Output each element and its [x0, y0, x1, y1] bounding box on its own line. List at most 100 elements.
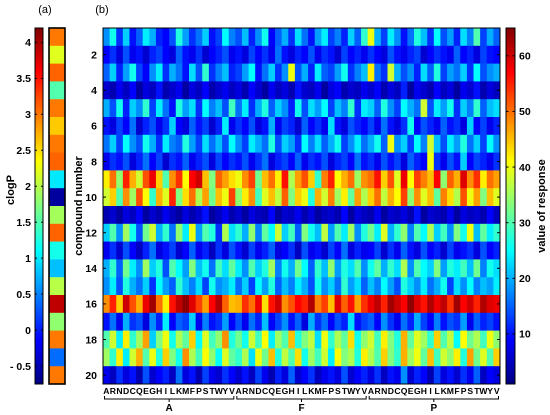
- heatmap-cell: [175, 99, 183, 118]
- heatmap-cell: [142, 45, 150, 64]
- panel-a-label: (a): [38, 4, 51, 16]
- heatmap-cell: [341, 277, 349, 296]
- heatmap-cell: [407, 312, 415, 331]
- heatmap-cell: [473, 206, 481, 225]
- heatmap-cell: [288, 241, 296, 260]
- heatmap-cell: [169, 223, 177, 242]
- heatmap-cell: [327, 152, 335, 171]
- heatmap-cell: [235, 366, 243, 385]
- heatmap-cell: [314, 81, 322, 100]
- heatmap-cell: [189, 206, 197, 225]
- heatmap-cell: [427, 295, 435, 314]
- heatmap-cell: [453, 28, 461, 47]
- heatmap-cell: [208, 241, 216, 260]
- x-tick-label: F: [454, 386, 459, 396]
- x-tick-label: G: [149, 386, 156, 396]
- heatmap-cell: [103, 63, 111, 82]
- heatmap-cell: [255, 277, 263, 296]
- heatmap-cell: [440, 206, 448, 225]
- heatmap-cell: [182, 366, 190, 385]
- heatmap-cell: [367, 366, 375, 385]
- heatmap-cell: [453, 170, 461, 189]
- group-label: A: [166, 403, 173, 414]
- heatmap-cell: [235, 206, 243, 225]
- heatmap-cell: [321, 295, 329, 314]
- heatmap-cell: [142, 366, 150, 385]
- heatmap-cell: [301, 295, 309, 314]
- heatmap-cell: [480, 295, 488, 314]
- heatmap-cell: [215, 134, 223, 153]
- heatmap-cell: [400, 330, 408, 349]
- heatmap-cell: [169, 366, 177, 385]
- heatmap-cell: [235, 223, 243, 242]
- heatmap-cell: [248, 28, 256, 47]
- clogp-colorbar-ticks: 4 3.5 3 2.5 2 1.5 1 0.5 0 - 0.5: [10, 37, 43, 373]
- heatmap-cell: [248, 241, 256, 260]
- group-label: F: [298, 403, 304, 414]
- heatmap-cell: [380, 330, 388, 349]
- heatmap-cell: [447, 134, 455, 153]
- heatmap-cell: [387, 188, 395, 207]
- heatmap-cell: [116, 348, 124, 367]
- heatmap-cell: [122, 45, 130, 64]
- heatmap-cell: [149, 188, 157, 207]
- heatmap-cell: [275, 295, 283, 314]
- heatmap-cell: [394, 117, 402, 136]
- heatmap-cell: [473, 170, 481, 189]
- heatmap-cell: [301, 170, 309, 189]
- heatmap-cell: [301, 348, 309, 367]
- heatmap-cell: [480, 348, 488, 367]
- x-tick-label: D: [388, 386, 394, 396]
- heatmap-cell: [301, 312, 309, 331]
- y-tick-label: 16: [85, 299, 97, 311]
- heatmap-cell: [380, 188, 388, 207]
- heatmap-cell: [308, 152, 316, 171]
- x-tick-label: F: [190, 386, 195, 396]
- heatmap-cell: [380, 348, 388, 367]
- heatmap-cell: [109, 259, 117, 278]
- heatmap-cell: [354, 223, 362, 242]
- heatmap-cell: [261, 117, 269, 136]
- heatmap-cell: [480, 259, 488, 278]
- heatmap-cell: [361, 152, 369, 171]
- clogp-axis-label: clogP: [5, 175, 17, 205]
- heatmap-cell: [182, 63, 190, 82]
- heatmap-cell: [241, 223, 249, 242]
- heatmap-cell: [367, 277, 375, 296]
- heatmap-cell: [334, 259, 342, 278]
- heatmap-cell: [189, 366, 197, 385]
- x-tick-label: W: [479, 386, 488, 396]
- heatmap-cell: [433, 259, 441, 278]
- heatmap-cell: [453, 366, 461, 385]
- heatmap-cell: [175, 330, 183, 349]
- heatmap-cell: [394, 134, 402, 153]
- heatmap-cell: [182, 330, 190, 349]
- heatmap-cell: [400, 241, 408, 260]
- heatmap-cell: [122, 117, 130, 136]
- heatmap-cell: [354, 277, 362, 296]
- heatmap-cell: [281, 277, 289, 296]
- heatmap-cell: [380, 295, 388, 314]
- heatmap-cell: [202, 170, 210, 189]
- heatmap-cell: [281, 134, 289, 153]
- heatmap-cell: [493, 81, 501, 100]
- heatmap-cell: [327, 28, 335, 47]
- x-tick-label: V: [361, 386, 367, 396]
- heatmap-cell: [374, 81, 382, 100]
- y-tick-label: 2: [91, 50, 97, 62]
- heatmap-cell: [268, 117, 276, 136]
- clogp-cell: [49, 348, 65, 367]
- heatmap-cell: [222, 223, 230, 242]
- heatmap-cell: [235, 330, 243, 349]
- heatmap-cell: [136, 259, 144, 278]
- heatmap-cell: [308, 330, 316, 349]
- heatmap-cell: [361, 259, 369, 278]
- heatmap-cell: [334, 206, 342, 225]
- heatmap-cell: [109, 45, 117, 64]
- heatmap-cell: [175, 117, 183, 136]
- heatmap-cell: [433, 28, 441, 47]
- heatmap-cell: [261, 312, 269, 331]
- heatmap-cell: [195, 259, 203, 278]
- heatmap-cell: [294, 99, 302, 118]
- heatmap-cell: [420, 28, 428, 47]
